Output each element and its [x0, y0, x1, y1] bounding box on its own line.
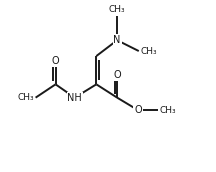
Text: CH₃: CH₃ [140, 47, 157, 56]
Text: CH₃: CH₃ [160, 106, 176, 115]
Text: O: O [52, 56, 59, 66]
Text: O: O [113, 70, 121, 80]
Text: CH₃: CH₃ [17, 93, 34, 102]
Text: NH: NH [67, 93, 82, 103]
Text: N: N [113, 35, 121, 45]
Text: O: O [134, 105, 142, 115]
Text: CH₃: CH₃ [109, 6, 125, 14]
